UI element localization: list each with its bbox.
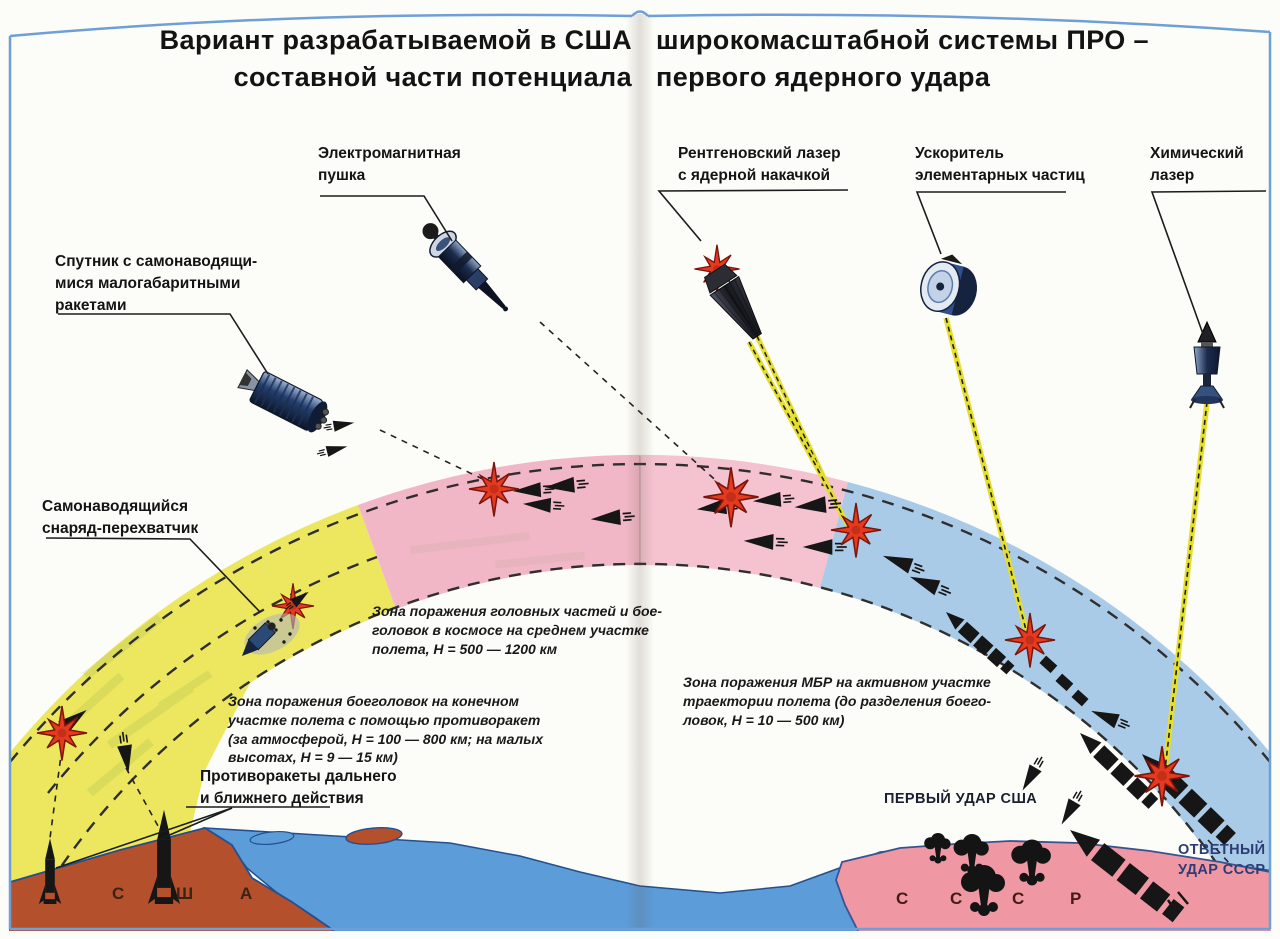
page-fold-shading [626, 14, 654, 930]
title-line1-right: широкомасштабной системы ПРО – [656, 25, 1149, 55]
leader-xray [657, 189, 849, 242]
title-line1-left: Вариант разрабатываемой в США [159, 25, 632, 55]
label-accelerator: Ускоритель элементарных частиц [915, 145, 1085, 184]
icbm-debris [1039, 655, 1089, 707]
em-gun-icon [422, 223, 509, 312]
usa-letter: А [240, 884, 253, 903]
leader-em-gun [320, 195, 453, 242]
usa-letter: С [112, 884, 125, 903]
title-line2-right: первого ядерного удара [656, 62, 991, 92]
label-satellite: Спутник с самонаводящи- мися малогабарит… [55, 253, 258, 314]
frame-top-right [647, 13, 1271, 34]
zone-note-midcourse: Зона поражения головных частей и бое- го… [372, 603, 662, 657]
leader-antimissile-right [157, 807, 233, 841]
label-em-gun: Электромагнитная пушка [318, 145, 461, 184]
leader-satellite [58, 313, 269, 375]
warhead-trajectory-arc [47, 555, 378, 794]
island [345, 826, 403, 846]
satellite-icon [237, 369, 354, 460]
beam-layer [746, 317, 1210, 771]
icbms-boost-phase [941, 606, 1237, 846]
title-line2-left: составной части потенциала [233, 62, 632, 92]
accelerator-beam [943, 317, 1029, 631]
label-xray-laser: Рентгеновский лазер с ядерной накачкой [678, 145, 841, 184]
label-chem-laser: Химический лазер [1150, 145, 1244, 184]
satellite-missile-dashed [379, 429, 490, 483]
trajectory-to-left-missile [49, 747, 63, 839]
band-blue-boost-zone [820, 482, 1280, 939]
interceptor-icon [241, 582, 315, 657]
leader-chem [1150, 190, 1267, 335]
label-interceptor: Самонаводящийся снаряд-перехватчик [42, 498, 199, 537]
frame-gutter-curve [631, 10, 649, 17]
xray-laser-beams [746, 334, 859, 542]
frame-top-left [9, 13, 633, 38]
label-response-strike: ОТВЕТНЫЙ УДАР СССР [1178, 842, 1266, 878]
label-first-strike: ПЕРВЫЙ УДАР США [884, 791, 1038, 807]
leader-antimissile-left [55, 807, 233, 869]
zone-note-terminal: Зона поражения боеголовок на конечном уч… [228, 693, 543, 766]
chem-laser-icon [1189, 320, 1225, 409]
ussr-letter: С [1012, 889, 1025, 908]
label-antimissiles: Противоракеты дальнего и ближнего действ… [200, 768, 397, 807]
xray-laser-icon [693, 244, 762, 340]
ussr-letter: С [896, 889, 909, 908]
lake [249, 831, 295, 845]
leader-interceptor [45, 537, 261, 613]
leader-accelerator [915, 191, 1066, 255]
band-pink-right-half [640, 455, 848, 588]
ussr-letter: Р [1070, 889, 1082, 908]
zone-note-boost: Зона поражения МБР на активном участке т… [683, 674, 992, 728]
label-leader-lines [45, 189, 1267, 869]
accelerator-icon [920, 254, 978, 316]
ussr-letter: С [950, 889, 963, 908]
chem-laser-beam [1162, 401, 1210, 771]
usa-letter: Ш [176, 884, 194, 903]
response-rocket [1063, 821, 1189, 924]
